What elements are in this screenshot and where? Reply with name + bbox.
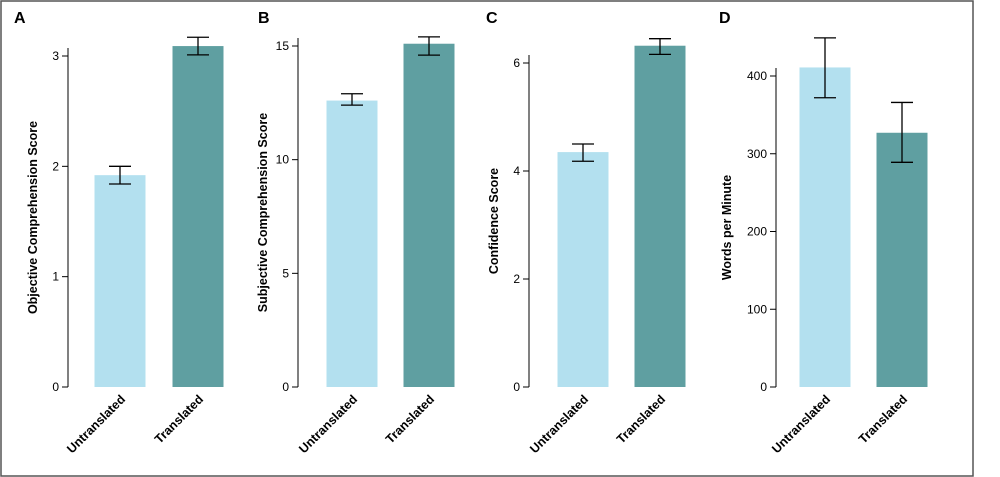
y-axis-title: Confidence Score bbox=[487, 168, 501, 274]
y-tick-label: 2 bbox=[52, 159, 59, 173]
y-tick-label: 3 bbox=[52, 49, 59, 63]
panel-label: C bbox=[486, 10, 498, 27]
y-axis-title: Objective Comprehension Score bbox=[26, 121, 40, 314]
bar-translated bbox=[634, 45, 686, 387]
y-tick-label: 0 bbox=[760, 380, 767, 394]
y-tick-label: 200 bbox=[747, 225, 767, 239]
y-tick-label: 5 bbox=[282, 266, 289, 280]
bar-untranslated bbox=[799, 67, 851, 387]
y-tick-label: 400 bbox=[747, 69, 767, 83]
y-tick-label: 2 bbox=[513, 272, 520, 286]
y-tick-label: 100 bbox=[747, 302, 767, 316]
bar-translated bbox=[876, 132, 928, 387]
panel-label: B bbox=[258, 10, 270, 27]
bar-untranslated bbox=[94, 175, 146, 387]
y-tick-label: 300 bbox=[747, 147, 767, 161]
y-tick-label: 0 bbox=[282, 380, 289, 394]
y-tick-label: 15 bbox=[276, 39, 290, 53]
y-tick-label: 1 bbox=[52, 270, 59, 284]
y-tick-label: 0 bbox=[513, 380, 520, 394]
bar-translated bbox=[172, 46, 224, 387]
y-axis-title: Words per Minute bbox=[720, 175, 734, 280]
bar-untranslated bbox=[326, 100, 378, 387]
y-axis-title: Subjective Comprehension Score bbox=[256, 113, 270, 312]
y-tick-label: 4 bbox=[513, 164, 520, 178]
panel-label: D bbox=[719, 10, 731, 27]
y-tick-label: 0 bbox=[52, 380, 59, 394]
bar-untranslated bbox=[557, 152, 609, 387]
y-tick-label: 10 bbox=[276, 153, 290, 167]
bar-translated bbox=[403, 43, 455, 388]
panel-label: A bbox=[14, 10, 26, 27]
y-tick-label: 6 bbox=[513, 56, 520, 70]
